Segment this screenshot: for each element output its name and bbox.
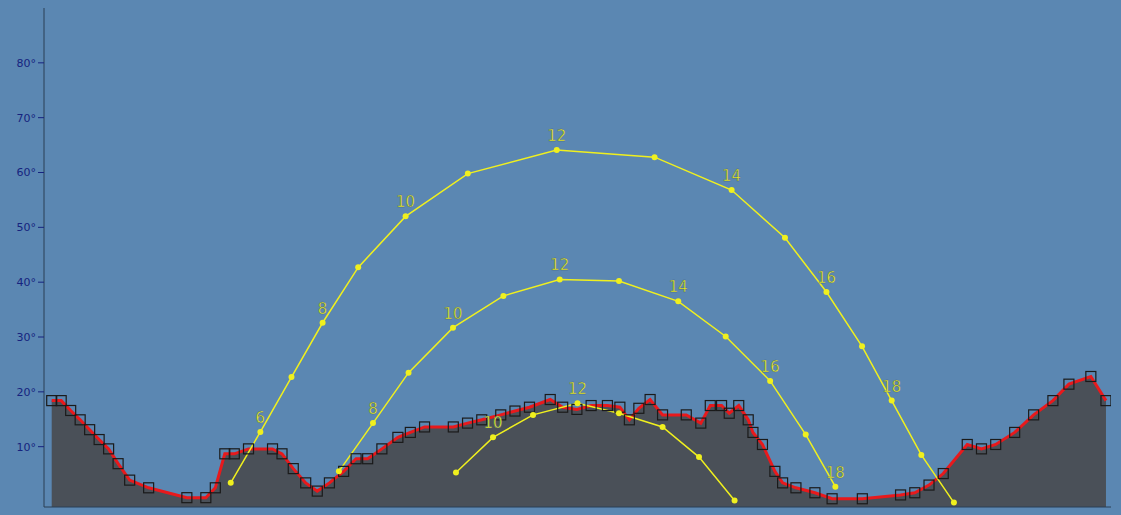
svg-text:10: 10 xyxy=(443,305,462,323)
svg-text:10: 10 xyxy=(483,414,502,432)
svg-text:80°: 80° xyxy=(17,57,37,70)
svg-text:12: 12 xyxy=(568,380,587,398)
svg-text:20°: 20° xyxy=(17,386,37,399)
svg-text:12: 12 xyxy=(550,256,569,274)
svg-text:16: 16 xyxy=(761,358,780,376)
svg-text:14: 14 xyxy=(722,167,741,185)
svg-text:10: 10 xyxy=(396,193,415,211)
svg-text:10°: 10° xyxy=(17,441,37,454)
svg-text:60°: 60° xyxy=(17,166,37,179)
svg-text:50°: 50° xyxy=(17,221,37,234)
svg-text:18: 18 xyxy=(882,378,901,396)
svg-text:18: 18 xyxy=(826,464,845,482)
svg-text:8: 8 xyxy=(318,300,328,318)
svg-text:30°: 30° xyxy=(17,331,37,344)
svg-text:40°: 40° xyxy=(17,276,37,289)
svg-text:12: 12 xyxy=(547,127,566,145)
svg-text:6: 6 xyxy=(256,409,266,427)
svg-text:8: 8 xyxy=(368,400,378,418)
svg-text:16: 16 xyxy=(817,269,836,287)
svg-text:70°: 70° xyxy=(17,112,37,125)
svg-text:14: 14 xyxy=(669,278,688,296)
